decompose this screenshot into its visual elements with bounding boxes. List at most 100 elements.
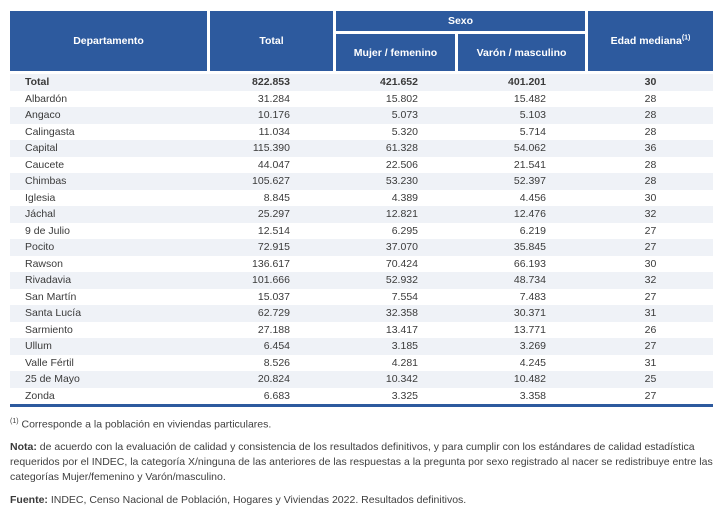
row-edad-value: 28 bbox=[644, 92, 657, 105]
footnote-marker: (1) bbox=[10, 418, 19, 425]
column-header-mujer-label: Mujer / femenino bbox=[353, 46, 438, 59]
row-total-value: 25.297 bbox=[257, 208, 290, 221]
row-edad-value: 30 bbox=[644, 191, 657, 204]
row-edad-value: 27 bbox=[644, 340, 657, 353]
row-departamento: Chimbas bbox=[25, 175, 67, 188]
row-mujer-value: 52.932 bbox=[385, 274, 418, 287]
column-header-total: Total bbox=[210, 11, 333, 71]
column-group-sexo-label: Sexo bbox=[447, 15, 474, 27]
row-varon-value: 54.062 bbox=[513, 142, 546, 155]
row-total-value: 136.617 bbox=[252, 257, 290, 270]
row-total-value: 8.845 bbox=[263, 191, 290, 204]
row-mujer-value: 32.358 bbox=[385, 307, 418, 320]
table-row: 9 de Julio 12.514 6.295 6.219 27 bbox=[10, 223, 713, 240]
row-departamento: Jáchal bbox=[25, 208, 56, 221]
row-edad-value: 31 bbox=[644, 307, 657, 320]
row-mujer-value: 22.506 bbox=[385, 158, 418, 171]
row-edad-value: 28 bbox=[644, 175, 657, 188]
row-total-value: 31.284 bbox=[257, 92, 290, 105]
row-total-value: 11.034 bbox=[258, 125, 290, 138]
nota-text: de acuerdo con la evaluación de calidad … bbox=[10, 440, 713, 483]
row-mujer-value: 37.070 bbox=[385, 241, 418, 254]
row-mujer-value: 4.389 bbox=[391, 191, 418, 204]
row-mujer-value: 3.325 bbox=[391, 389, 418, 402]
row-varon-value: 4.456 bbox=[519, 191, 546, 204]
table-row: Caucete 44.047 22.506 21.541 28 bbox=[10, 157, 713, 174]
row-edad-value: 27 bbox=[644, 241, 657, 254]
column-header-varon-label: Varón / masculino bbox=[476, 46, 567, 59]
row-departamento: 25 de Mayo bbox=[25, 373, 80, 386]
table-row: Rivadavia 101.666 52.932 48.734 32 bbox=[10, 272, 713, 289]
row-edad-value: 26 bbox=[644, 323, 657, 336]
row-mujer-value: 70.424 bbox=[385, 257, 418, 270]
nota-label: Nota: bbox=[10, 440, 37, 453]
row-varon-value: 30.371 bbox=[513, 307, 546, 320]
row-varon-value: 13.771 bbox=[513, 323, 546, 336]
row-varon-value: 7.483 bbox=[519, 290, 546, 303]
column-header-departamento: Departamento bbox=[10, 11, 207, 71]
row-edad-value: 28 bbox=[644, 125, 657, 138]
row-mujer-value: 13.417 bbox=[385, 323, 418, 336]
row-departamento: Angaco bbox=[25, 109, 61, 122]
row-departamento: Capital bbox=[25, 142, 58, 155]
row-edad-value: 36 bbox=[644, 142, 657, 155]
row-total-value: 12.514 bbox=[257, 224, 290, 237]
nota-paragraph: Nota: de acuerdo con la evaluación de ca… bbox=[10, 440, 713, 485]
row-edad-value: 32 bbox=[644, 274, 657, 287]
row-total-value: 101.666 bbox=[252, 274, 290, 287]
row-edad-value: 28 bbox=[644, 158, 657, 171]
column-header-departamento-label: Departamento bbox=[73, 35, 144, 47]
column-header-total-label: Total bbox=[259, 35, 284, 47]
row-departamento: Rivadavia bbox=[25, 274, 72, 287]
row-mujer-value: 53.230 bbox=[385, 175, 418, 188]
table-row: Albardón 31.284 15.802 15.482 28 bbox=[10, 91, 713, 108]
fuente-label: Fuente: bbox=[10, 493, 48, 506]
row-varon-value: 12.476 bbox=[513, 208, 546, 221]
row-total-value: 72.915 bbox=[257, 241, 290, 254]
row-mujer-value: 4.281 bbox=[391, 356, 418, 369]
row-total-value: 105.627 bbox=[252, 175, 290, 188]
row-edad-value: 27 bbox=[644, 224, 657, 237]
row-edad-value: 30 bbox=[644, 257, 657, 270]
row-total-value: 8.526 bbox=[263, 356, 290, 369]
table-row: Total 822.853 421.652 401.201 30 bbox=[10, 74, 713, 91]
row-varon-value: 3.269 bbox=[519, 340, 546, 353]
table-row: Rawson 136.617 70.424 66.193 30 bbox=[10, 256, 713, 273]
row-departamento: Rawson bbox=[25, 257, 63, 270]
table-row: Valle Fértil 8.526 4.281 4.245 31 bbox=[10, 355, 713, 372]
row-edad-value: 27 bbox=[644, 290, 657, 303]
fuente-paragraph: Fuente: INDEC, Censo Nacional de Poblaci… bbox=[10, 494, 713, 506]
table-row: San Martín 15.037 7.554 7.483 27 bbox=[10, 289, 713, 306]
row-varon-value: 35.845 bbox=[513, 241, 546, 254]
row-departamento: Ullum bbox=[25, 340, 52, 353]
row-edad-value: 30 bbox=[644, 76, 657, 89]
row-edad-value: 25 bbox=[644, 373, 657, 386]
row-total-value: 27.188 bbox=[257, 323, 290, 336]
table-row: 25 de Mayo 20.824 10.342 10.482 25 bbox=[10, 371, 713, 388]
row-total-value: 15.037 bbox=[257, 290, 290, 303]
footnote-text: Corresponde a la población en viviendas … bbox=[21, 418, 272, 431]
row-varon-value: 3.358 bbox=[519, 389, 546, 402]
row-mujer-value: 12.821 bbox=[385, 208, 418, 221]
row-mujer-value: 421.652 bbox=[380, 76, 418, 89]
row-departamento: Pocito bbox=[25, 241, 55, 254]
fuente-text: INDEC, Censo Nacional de Población, Hoga… bbox=[50, 493, 467, 506]
footnote: (1) Corresponde a la población en vivien… bbox=[10, 418, 713, 431]
row-varon-value: 66.193 bbox=[513, 257, 546, 270]
sexo-subheaders: Mujer / femenino Varón / masculino bbox=[336, 34, 585, 71]
row-total-value: 115.390 bbox=[252, 142, 290, 155]
row-total-value: 6.683 bbox=[263, 389, 290, 402]
row-mujer-value: 61.328 bbox=[385, 142, 418, 155]
row-varon-value: 21.541 bbox=[513, 158, 546, 171]
table-row: Ullum 6.454 3.185 3.269 27 bbox=[10, 338, 713, 355]
row-total-value: 20.824 bbox=[257, 373, 290, 386]
row-varon-value: 4.245 bbox=[519, 356, 546, 369]
row-edad-value: 31 bbox=[644, 356, 657, 369]
row-total-value: 10.176 bbox=[257, 109, 290, 122]
column-header-edad-mediana: Edad mediana(1) bbox=[588, 11, 713, 71]
row-mujer-value: 5.320 bbox=[391, 125, 418, 138]
table-row: Angaco 10.176 5.073 5.103 28 bbox=[10, 107, 713, 124]
row-departamento: San Martín bbox=[25, 290, 77, 303]
column-header-varon: Varón / masculino bbox=[458, 34, 585, 71]
row-total-value: 822.853 bbox=[252, 76, 290, 89]
